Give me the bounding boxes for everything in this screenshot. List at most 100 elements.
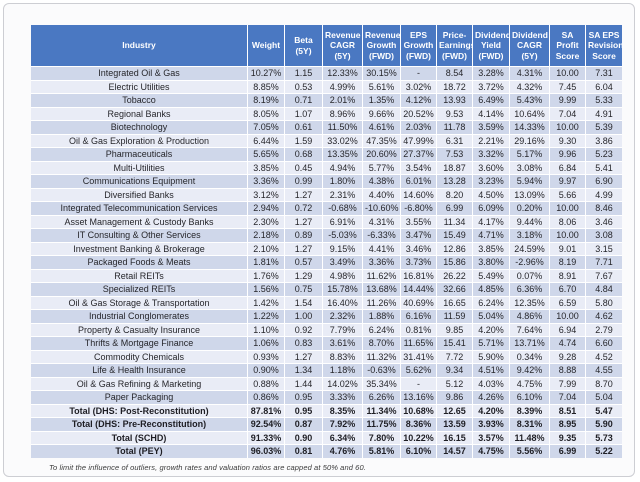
value-cell: 9.34	[437, 363, 473, 377]
value-cell: 7.80%	[363, 430, 401, 444]
value-cell: 5.90	[586, 417, 622, 431]
value-cell: 6.91%	[323, 214, 363, 228]
industry-cell: Specialized REITs	[31, 282, 248, 296]
value-cell: 16.81%	[401, 268, 437, 282]
value-cell: 4.55	[586, 363, 622, 377]
value-cell: 14.44%	[401, 282, 437, 296]
value-cell: 3.28%	[473, 66, 510, 80]
column-header: Revenue Growth (FWD)	[363, 25, 401, 66]
value-cell: 0.07%	[510, 268, 550, 282]
value-cell: 0.90%	[248, 363, 285, 377]
value-cell: 5.94%	[510, 174, 550, 188]
value-cell: 0.71	[285, 93, 323, 107]
column-header: Beta (5Y)	[285, 25, 323, 66]
value-cell: 1.42%	[248, 295, 285, 309]
value-cell: 9.44%	[510, 214, 550, 228]
value-cell: 6.16%	[401, 309, 437, 323]
value-cell: 14.60%	[401, 187, 437, 201]
value-cell: 1.27	[285, 241, 323, 255]
table-row: Property & Casualty Insurance 1.10% 0.92 7.…	[31, 322, 622, 336]
industry-cell: Total (SCHD)	[31, 430, 248, 444]
value-cell: 32.66	[437, 282, 473, 296]
table-row: Integrated Telecommunication Services 2.9…	[31, 201, 622, 215]
value-cell: 5.80	[586, 295, 622, 309]
value-cell: 40.69%	[401, 295, 437, 309]
value-cell: 7.79%	[323, 322, 363, 336]
value-cell: 4.61%	[363, 120, 401, 134]
value-cell: 4.76%	[323, 444, 363, 458]
value-cell: 7.45	[550, 79, 586, 93]
value-cell: 4.41%	[363, 241, 401, 255]
value-cell: 5.33	[586, 93, 622, 107]
value-cell: 4.17%	[473, 214, 510, 228]
value-cell: 8.36%	[401, 417, 437, 431]
value-cell: 8.31%	[510, 417, 550, 431]
value-cell: 4.38%	[363, 174, 401, 188]
value-cell: 11.59	[437, 309, 473, 323]
value-cell: 1.81%	[248, 255, 285, 269]
value-cell: 1.59	[285, 133, 323, 147]
value-cell: 24.59%	[510, 241, 550, 255]
value-cell: 1.07	[285, 106, 323, 120]
column-header: EPS Growth (FWD)	[401, 25, 437, 66]
value-cell: 0.92	[285, 322, 323, 336]
industry-cell: Communications Equipment	[31, 174, 248, 188]
value-cell: 16.15	[437, 430, 473, 444]
value-cell: 3.18%	[510, 228, 550, 242]
value-cell: 3.15	[586, 241, 622, 255]
value-cell: 47.35%	[363, 133, 401, 147]
value-cell: 0.90	[285, 430, 323, 444]
value-cell: 7.05%	[248, 120, 285, 134]
value-cell: 12.86	[437, 241, 473, 255]
value-cell: 31.41%	[401, 349, 437, 363]
value-cell: 3.54%	[401, 160, 437, 174]
value-cell: 7.92%	[323, 417, 363, 431]
industry-cell: Multi-Utilities	[31, 160, 248, 174]
value-cell: 4.75%	[473, 444, 510, 458]
table-row: Oil & Gas Exploration & Production 6.44% 1…	[31, 133, 622, 147]
industry-cell: Total (PEY)	[31, 444, 248, 458]
value-cell: 8.70%	[363, 336, 401, 350]
value-cell: -2.96%	[510, 255, 550, 269]
value-cell: 0.72	[285, 201, 323, 215]
industry-cell: Oil & Gas Refining & Marketing	[31, 376, 248, 390]
value-cell: 6.99	[437, 201, 473, 215]
value-cell: 5.71%	[473, 336, 510, 350]
value-cell: 8.85%	[248, 79, 285, 93]
table-row: Thrifts & Mortgage Finance 1.06% 0.83 3.61%…	[31, 336, 622, 350]
value-cell: 6.09%	[473, 201, 510, 215]
value-cell: 8.19	[550, 255, 586, 269]
value-cell: 2.30%	[248, 214, 285, 228]
value-cell: 5.77%	[363, 160, 401, 174]
value-cell: 8.70	[586, 376, 622, 390]
value-cell: 15.78%	[323, 282, 363, 296]
table-footnote: To limit the influence of outliers, grow…	[49, 463, 366, 472]
industry-cell: Total (DHS: Post-Reconstitution)	[31, 403, 248, 417]
value-cell: 2.31%	[323, 187, 363, 201]
table-row: Regional Banks 8.05% 1.07 8.96% 9.66% 20.52% 9…	[31, 106, 622, 120]
value-cell: 2.18%	[248, 228, 285, 242]
value-cell: 27.37%	[401, 147, 437, 161]
value-cell: 12.65	[437, 403, 473, 417]
value-cell: 3.47%	[401, 228, 437, 242]
value-cell: 6.90	[586, 174, 622, 188]
table-row: Life & Health Insurance 0.90% 1.34 1.18% -0.…	[31, 363, 622, 377]
value-cell: 3.55%	[401, 214, 437, 228]
value-cell: 4.20%	[473, 322, 510, 336]
industry-cell: Oil & Gas Storage & Transportation	[31, 295, 248, 309]
value-cell: 0.61	[285, 120, 323, 134]
table-row: Oil & Gas Storage & Transportation 1.42% 1…	[31, 295, 622, 309]
value-cell: 6.31	[437, 133, 473, 147]
value-cell: 8.96%	[323, 106, 363, 120]
value-cell: 6.84	[550, 160, 586, 174]
industry-cell: Integrated Telecommunication Services	[31, 201, 248, 215]
column-header: Dividend Yield (FWD)	[473, 25, 510, 66]
value-cell: 10.00	[550, 309, 586, 323]
value-cell: 3.36%	[363, 255, 401, 269]
value-cell: 9.35	[550, 430, 586, 444]
total-row: Total (SCHD) 91.33% 0.90 6.34% 7.80% 10.22% 16…	[31, 430, 622, 444]
value-cell: 5.81%	[363, 444, 401, 458]
value-cell: 15.41	[437, 336, 473, 350]
value-cell: 10.22%	[401, 430, 437, 444]
value-cell: 6.99	[550, 444, 586, 458]
